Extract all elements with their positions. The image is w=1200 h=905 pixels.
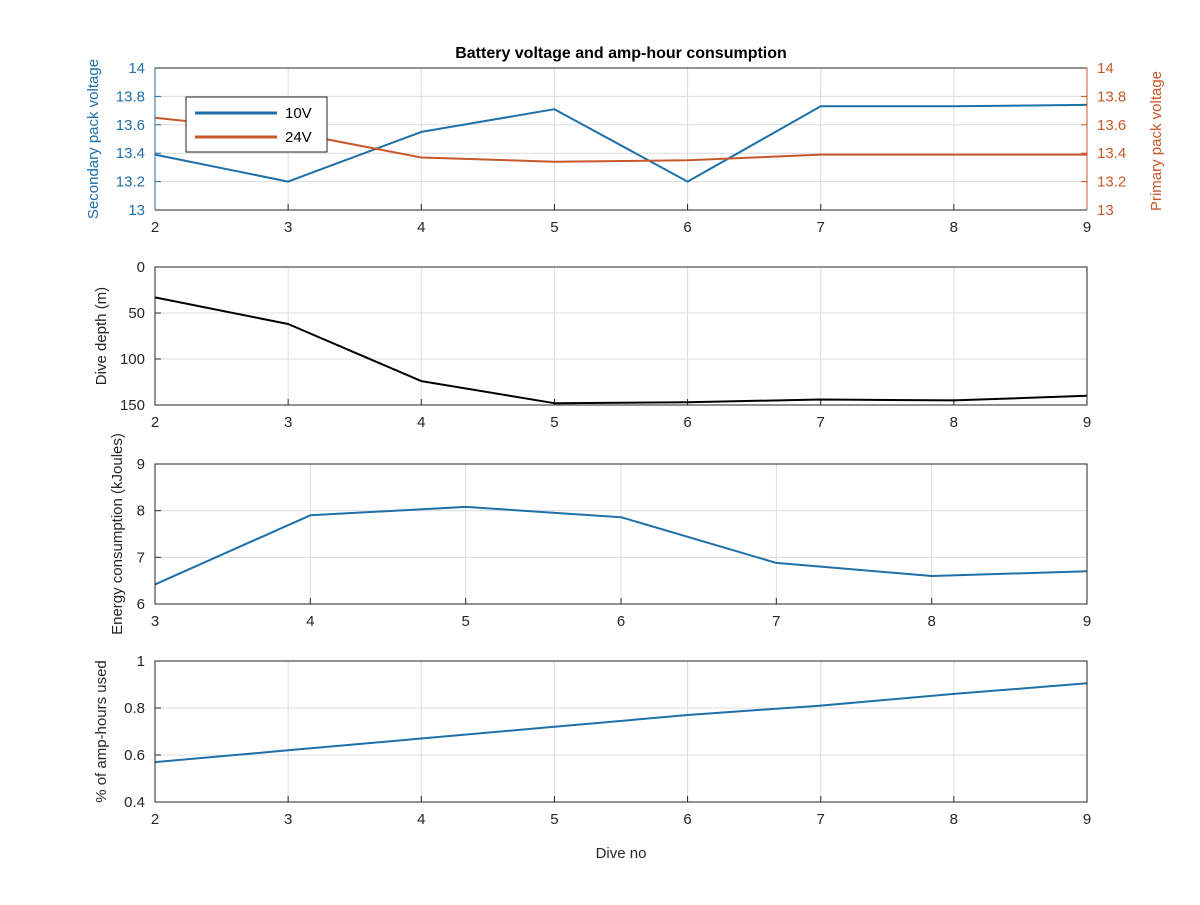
x-tick-label: 3 <box>284 414 292 431</box>
y-tick-label: 100 <box>120 351 145 368</box>
x-tick-label: 5 <box>461 613 469 630</box>
y-axis-label: Dive depth (m) <box>93 287 110 385</box>
y-axis-label: Secondary pack voltage <box>85 59 102 219</box>
x-tick-label: 7 <box>817 219 825 236</box>
axes-frame <box>154 266 1088 406</box>
y-tick-label: 50 <box>128 305 145 322</box>
y-tick-label: 13 <box>128 202 145 219</box>
y-tick-label: 7 <box>137 549 145 566</box>
y-right-tick-label: 13.4 <box>1097 145 1126 162</box>
y-tick-label: 6 <box>137 596 145 613</box>
x-axis-label: Dive no <box>596 845 647 862</box>
subplot-1: 2 3 4 5 6 7 8 9 13 13.2 13.4 13.6 13.8 14 13 13.2 13.4 13… <box>85 45 1165 236</box>
x-tick-label: 3 <box>151 613 159 630</box>
axes-frame <box>154 660 1088 803</box>
y-right-tick-label: 13 <box>1097 202 1114 219</box>
legend-label-24v: 24V <box>285 129 312 146</box>
y-tick-label: 13.8 <box>116 88 145 105</box>
x-tick-label: 3 <box>284 811 292 828</box>
y-right-tick-label: 14 <box>1097 60 1114 77</box>
x-tick-label: 3 <box>284 219 292 236</box>
x-tick-label: 8 <box>950 414 958 431</box>
x-tick-label: 6 <box>617 613 625 630</box>
x-tick-label: 6 <box>683 414 691 431</box>
x-tick-label: 9 <box>1083 613 1091 630</box>
x-tick-label: 8 <box>927 613 935 630</box>
x-tick-label: 5 <box>550 219 558 236</box>
legend-label-10v: 10V <box>285 105 312 122</box>
y-right-tick-label: 13.6 <box>1097 117 1126 134</box>
subplot-3: 3 4 5 6 7 8 9 6 7 8 9 Energy consumption (kJoules) <box>109 433 1091 635</box>
y-tick-label: 13.4 <box>116 145 145 162</box>
y-tick-label: 1 <box>137 653 145 670</box>
subplot-2: 2 3 4 5 6 7 8 9 0 50 100 150 Dive depth (m) <box>93 259 1091 431</box>
plot-area <box>155 661 1087 802</box>
x-tick-label: 9 <box>1083 219 1091 236</box>
y-tick-label: 9 <box>137 456 145 473</box>
legend-box <box>185 96 328 153</box>
y-tick-label: 0 <box>137 259 145 276</box>
chart-title: Battery voltage and amp-hour consumption <box>455 45 787 62</box>
y-tick-label: 13.2 <box>116 174 145 191</box>
y-right-tick-label: 13.2 <box>1097 174 1126 191</box>
x-tick-label: 4 <box>417 219 425 236</box>
x-tick-label: 9 <box>1083 414 1091 431</box>
series-line-10v <box>154 103 1088 183</box>
y-axis-label: Energy consumption (kJoules) <box>109 433 126 635</box>
x-tick-label: 2 <box>151 811 159 828</box>
y-tick-label: 0.6 <box>124 747 145 764</box>
series-line-1 <box>154 505 1088 586</box>
y-tick-label: 13.6 <box>116 117 145 134</box>
x-tick-label: 9 <box>1083 811 1091 828</box>
x-tick-label: 8 <box>950 219 958 236</box>
y-tick-label: 0.4 <box>124 794 145 811</box>
series-line-1 <box>154 682 1088 764</box>
x-tick-label: 4 <box>417 414 425 431</box>
x-tick-label: 5 <box>550 811 558 828</box>
subplot-4: 2 3 4 5 6 7 8 9 0.4 0.6 0.8 1 % of amp-hours used Div… <box>93 653 1091 862</box>
y-tick-label: 8 <box>137 503 145 520</box>
y-right-axis-label: Primary pack voltage <box>1148 71 1165 211</box>
series-line-1 <box>154 296 1088 405</box>
x-tick-label: 2 <box>151 219 159 236</box>
x-tick-label: 7 <box>772 613 780 630</box>
y-axis-label: % of amp-hours used <box>93 660 110 803</box>
x-tick-label: 4 <box>306 613 314 630</box>
x-tick-label: 4 <box>417 811 425 828</box>
x-tick-label: 6 <box>683 219 691 236</box>
x-tick-label: 7 <box>817 414 825 431</box>
x-tick-label: 2 <box>151 414 159 431</box>
axes-frame <box>154 463 1088 605</box>
x-tick-label: 8 <box>950 811 958 828</box>
y-right-tick-label: 13.8 <box>1097 88 1126 105</box>
x-tick-label: 7 <box>817 811 825 828</box>
x-tick-label: 5 <box>550 414 558 431</box>
y-tick-label: 14 <box>128 60 145 77</box>
y-tick-label: 150 <box>120 397 145 414</box>
plot-area <box>155 267 1087 405</box>
y-tick-label: 0.8 <box>124 700 145 717</box>
x-tick-label: 6 <box>683 811 691 828</box>
